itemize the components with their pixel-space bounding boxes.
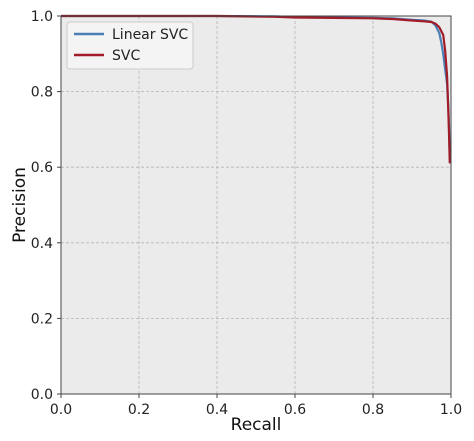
series-lines <box>61 14 451 164</box>
plot-frame <box>60 15 452 395</box>
y-axis-label: Precision <box>10 167 30 243</box>
legend-label-svc: SVC <box>112 48 140 64</box>
legend: Linear SVC SVC <box>66 21 194 70</box>
x-tick-label: 0.6 <box>284 402 306 418</box>
x-axis-label: Recall <box>231 415 282 435</box>
y-tick-label: 0.8 <box>31 85 53 101</box>
y-tick-label: 0.0 <box>31 387 53 403</box>
x-tick-label: 1.0 <box>440 402 462 418</box>
x-tick-label: 0.2 <box>128 402 150 418</box>
x-tick-label: 0.8 <box>362 402 384 418</box>
x-tick-label: 0.4 <box>206 402 228 418</box>
legend-label-linear-svc: Linear SVC <box>112 27 188 43</box>
y-tick-label: 0.4 <box>31 236 53 252</box>
y-tick-label: 1.0 <box>31 9 53 25</box>
series-line-svc <box>61 14 451 164</box>
grid <box>61 16 451 394</box>
x-tick-label: 0.0 <box>50 402 72 418</box>
y-tick-label: 0.2 <box>31 311 53 327</box>
y-tick-label: 0.6 <box>31 160 53 176</box>
y-axis-ticks: 0.0 0.2 0.4 0.6 0.8 1.0 <box>31 9 61 403</box>
plot-area <box>61 16 451 394</box>
x-axis-ticks: 0.0 0.2 0.4 0.6 0.8 1.0 <box>50 394 462 418</box>
